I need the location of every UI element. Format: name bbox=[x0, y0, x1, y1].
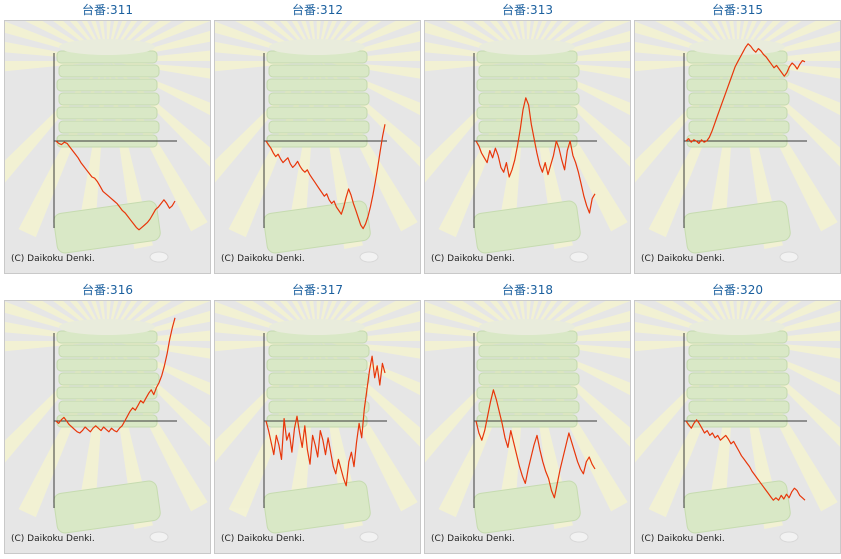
chart-title[interactable]: 台番:315 bbox=[712, 3, 763, 17]
background-illustration bbox=[215, 301, 420, 543]
cup bbox=[359, 531, 379, 543]
chart-panel: (C) Daikoku Denki. bbox=[634, 20, 841, 274]
cup bbox=[359, 251, 379, 263]
copyright-text: (C) Daikoku Denki. bbox=[221, 254, 305, 264]
copyright-text: (C) Daikoku Denki. bbox=[11, 534, 95, 544]
chart-cell: 台番:318 (C) Daikoku Denki. bbox=[424, 280, 631, 558]
stacked-boxes bbox=[56, 319, 160, 428]
chart-svg bbox=[635, 301, 840, 543]
background-illustration bbox=[635, 21, 840, 263]
chart-panel: (C) Daikoku Denki. bbox=[424, 300, 631, 554]
tray bbox=[473, 480, 581, 534]
chart-svg bbox=[215, 21, 420, 263]
chart-cell: 台番:313 (C) Daikoku Denki. bbox=[424, 0, 631, 278]
background-illustration bbox=[425, 301, 630, 543]
cup bbox=[779, 251, 799, 263]
tray bbox=[263, 200, 371, 254]
series-line bbox=[475, 97, 596, 214]
copyright-text: (C) Daikoku Denki. bbox=[431, 254, 515, 264]
chart-cell: 台番:311 (C) Daikoku Denki. bbox=[4, 0, 211, 278]
stacked-boxes bbox=[476, 319, 580, 428]
chart-cell: 台番:315 (C) Daikoku Denki. bbox=[634, 0, 841, 278]
chart-title[interactable]: 台番:317 bbox=[292, 283, 343, 297]
chart-panel: (C) Daikoku Denki. bbox=[424, 20, 631, 274]
tray bbox=[473, 200, 581, 254]
stacked-boxes bbox=[266, 319, 370, 428]
series-line bbox=[265, 355, 386, 487]
cup bbox=[149, 251, 169, 263]
chart-panel: (C) Daikoku Denki. bbox=[4, 300, 211, 554]
stacked-boxes bbox=[266, 39, 370, 148]
chart-panel: (C) Daikoku Denki. bbox=[214, 300, 421, 554]
tray bbox=[53, 480, 161, 534]
chart-title[interactable]: 台番:318 bbox=[502, 283, 553, 297]
background-illustration bbox=[425, 21, 630, 263]
copyright-text: (C) Daikoku Denki. bbox=[641, 254, 725, 264]
background-illustration bbox=[215, 21, 420, 263]
chart-cell: 台番:317 (C) Daikoku Denki. bbox=[214, 280, 421, 558]
chart-cell: 台番:320 (C) Daikoku Denki. bbox=[634, 280, 841, 558]
chart-panel: (C) Daikoku Denki. bbox=[634, 300, 841, 554]
chart-title[interactable]: 台番:313 bbox=[502, 3, 553, 17]
series-line bbox=[685, 419, 806, 501]
chart-svg bbox=[215, 301, 420, 543]
series-line bbox=[265, 124, 386, 230]
series-line bbox=[475, 389, 596, 499]
cup bbox=[569, 531, 589, 543]
stacked-boxes bbox=[56, 39, 160, 148]
background-illustration bbox=[5, 21, 210, 263]
cup bbox=[779, 531, 799, 543]
chart-panel: (C) Daikoku Denki. bbox=[214, 20, 421, 274]
tray bbox=[263, 480, 371, 534]
cup bbox=[149, 531, 169, 543]
chart-title[interactable]: 台番:316 bbox=[82, 283, 133, 297]
tray bbox=[53, 200, 161, 254]
chart-title[interactable]: 台番:311 bbox=[82, 3, 133, 17]
copyright-text: (C) Daikoku Denki. bbox=[431, 534, 515, 544]
chart-cell: 台番:316 (C) Daikoku Denki. bbox=[4, 280, 211, 558]
chart-svg bbox=[5, 21, 210, 263]
chart-svg bbox=[635, 21, 840, 263]
chart-svg bbox=[425, 21, 630, 263]
tray bbox=[683, 480, 791, 534]
stacked-boxes bbox=[686, 319, 790, 428]
copyright-text: (C) Daikoku Denki. bbox=[11, 254, 95, 264]
series-line bbox=[55, 317, 176, 434]
series-line bbox=[55, 140, 176, 231]
series-line bbox=[685, 43, 806, 145]
chart-cell: 台番:312 (C) Daikoku Denki. bbox=[214, 0, 421, 278]
chart-title[interactable]: 台番:320 bbox=[712, 283, 763, 297]
stacked-boxes bbox=[686, 39, 790, 148]
cup bbox=[569, 251, 589, 263]
copyright-text: (C) Daikoku Denki. bbox=[641, 534, 725, 544]
chart-panel: (C) Daikoku Denki. bbox=[4, 20, 211, 274]
stacked-boxes bbox=[476, 39, 580, 148]
chart-title[interactable]: 台番:312 bbox=[292, 3, 343, 17]
chart-svg bbox=[5, 301, 210, 543]
tray bbox=[683, 200, 791, 254]
copyright-text: (C) Daikoku Denki. bbox=[221, 534, 305, 544]
chart-svg bbox=[425, 301, 630, 543]
